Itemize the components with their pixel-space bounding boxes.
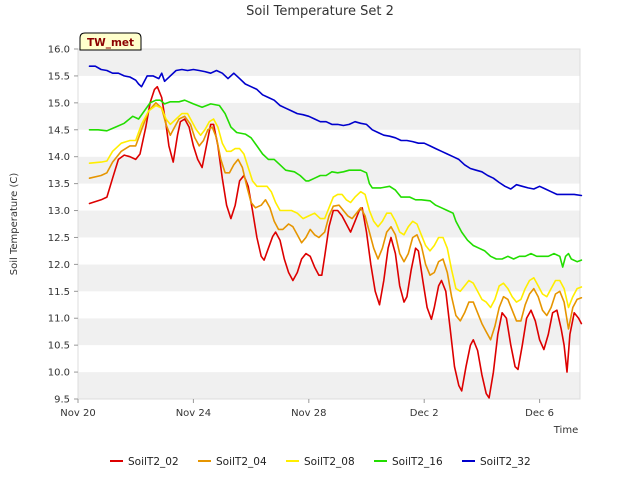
- legend-item: SoilT2_32: [462, 456, 531, 468]
- y-tick-label: 13.5: [48, 179, 70, 190]
- series-lines: [88, 65, 583, 399]
- series-line-soilt2-08: [88, 104, 583, 309]
- legend: SoilT2_02 SoilT2_04 SoilT2_08 SoilT2_16 Soil…: [110, 456, 531, 468]
- plot-area-frame: [77, 48, 581, 400]
- x-tick-label: Dec 6: [525, 408, 554, 419]
- series-line-soilt2-04: [88, 102, 583, 341]
- grid-band: [78, 264, 580, 292]
- y-tick-label: 16.0: [48, 45, 70, 56]
- grid-band: [78, 372, 580, 399]
- legend-item: SoilT2_08: [286, 456, 355, 468]
- grid-band: [78, 345, 580, 373]
- legend-label: SoilT2_32: [480, 456, 531, 468]
- chart-title: Soil Temperature Set 2: [246, 4, 394, 19]
- legend-label: SoilT2_16: [392, 456, 443, 468]
- series-line-soilt2-16: [88, 99, 583, 268]
- y-tick-label: 10.5: [48, 341, 70, 352]
- y-tick-label: 15.0: [48, 98, 70, 109]
- y-tick-label: 14.5: [48, 125, 70, 136]
- grid-band: [78, 129, 580, 157]
- station-badge: TW_met: [79, 32, 142, 51]
- legend-label: SoilT2_08: [304, 456, 355, 468]
- y-tick-label: 9.5: [54, 395, 70, 406]
- y-tick-label: 10.0: [48, 368, 70, 379]
- grid-band: [78, 75, 580, 103]
- grid-band: [78, 291, 580, 319]
- x-tick-label: Dec 2: [410, 408, 439, 419]
- y-tick-label: 15.5: [48, 71, 70, 82]
- y-tick-label: 14.0: [48, 152, 70, 163]
- x-tick-label: Nov 20: [60, 408, 95, 419]
- legend-item: SoilT2_04: [198, 456, 267, 468]
- legend-label: SoilT2_04: [216, 456, 267, 468]
- y-tick-label: 12.5: [48, 233, 70, 244]
- x-tick-label: Nov 28: [291, 408, 326, 419]
- legend-item: SoilT2_02: [110, 456, 179, 468]
- badge-label: TW_met: [87, 37, 134, 49]
- grid-band: [78, 318, 580, 346]
- y-axis-label: Soil Temperature (C): [9, 173, 20, 276]
- y-tick-label: 11.0: [48, 314, 70, 325]
- badge-shape: [79, 32, 142, 51]
- x-axis-label: Time: [553, 425, 578, 436]
- y-axis: 9.5 10.0 10.5 11.0 11.5 12.0 12.5 13.0 13.5 14.0 1…: [48, 45, 78, 406]
- x-tick-label: Nov 24: [176, 408, 211, 419]
- legend-label: SoilT2_02: [128, 456, 179, 468]
- grid-band: [78, 49, 580, 76]
- y-tick-label: 11.5: [48, 287, 70, 298]
- legend-item: SoilT2_16: [374, 456, 443, 468]
- y-tick-label: 13.0: [48, 206, 70, 217]
- grid-band: [78, 237, 580, 265]
- grid-band: [78, 156, 580, 184]
- y-tick-label: 12.0: [48, 260, 70, 271]
- series-line-soilt2-02: [88, 85, 583, 399]
- series-line-soilt2-32: [88, 65, 583, 197]
- x-axis: Nov 20 Nov 24 Nov 28 Dec 2 Dec 6: [60, 399, 554, 419]
